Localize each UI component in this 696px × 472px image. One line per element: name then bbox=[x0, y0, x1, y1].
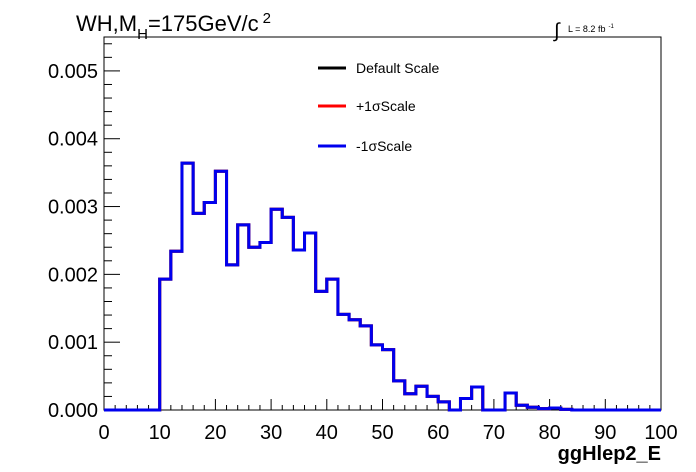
x-tick-label: 100 bbox=[644, 422, 677, 444]
y-tick-label: 0.005 bbox=[48, 61, 98, 83]
luminosity-label: L = 8.2 fb -1 bbox=[568, 24, 614, 34]
x-tick-label: 90 bbox=[594, 422, 616, 444]
chart-title: WH,MH=175GeV/c 2 bbox=[76, 10, 271, 43]
x-tick-label: 40 bbox=[316, 422, 338, 444]
x-tick-label: 70 bbox=[483, 422, 505, 444]
x-tick-label: 30 bbox=[260, 422, 282, 444]
x-axis: 0 10 20 30 40 50 60 70 80 90 100 bbox=[98, 399, 678, 444]
legend-label-default: Default Scale bbox=[356, 60, 439, 76]
series-layer bbox=[104, 161, 661, 412]
x-tick-label: 10 bbox=[149, 422, 171, 444]
legend: Default Scale +1σScale -1σScale bbox=[318, 60, 439, 154]
y-tick-label: 0.004 bbox=[48, 129, 98, 151]
x-tick-label: 0 bbox=[98, 422, 109, 444]
y-tick-label: 0.003 bbox=[48, 197, 98, 219]
x-tick-label: 60 bbox=[427, 422, 449, 444]
x-tick-label: 80 bbox=[538, 422, 560, 444]
y-tick-label: 0.002 bbox=[48, 264, 98, 286]
x-axis-title: ggHlep2_E bbox=[558, 443, 661, 465]
legend-label-plus: +1σScale bbox=[356, 98, 416, 114]
x-tick-label: 50 bbox=[371, 422, 393, 444]
series-line-2 bbox=[104, 161, 661, 412]
x-tick-label: 20 bbox=[204, 422, 226, 444]
legend-label-minus: -1σScale bbox=[356, 138, 412, 154]
integral-symbol: ∫ bbox=[553, 20, 561, 42]
y-axis: 0.000 0.001 0.002 0.003 0.004 0.005 bbox=[48, 43, 120, 422]
y-tick-label: 0.001 bbox=[48, 332, 98, 354]
y-tick-label: 0.000 bbox=[48, 400, 98, 422]
